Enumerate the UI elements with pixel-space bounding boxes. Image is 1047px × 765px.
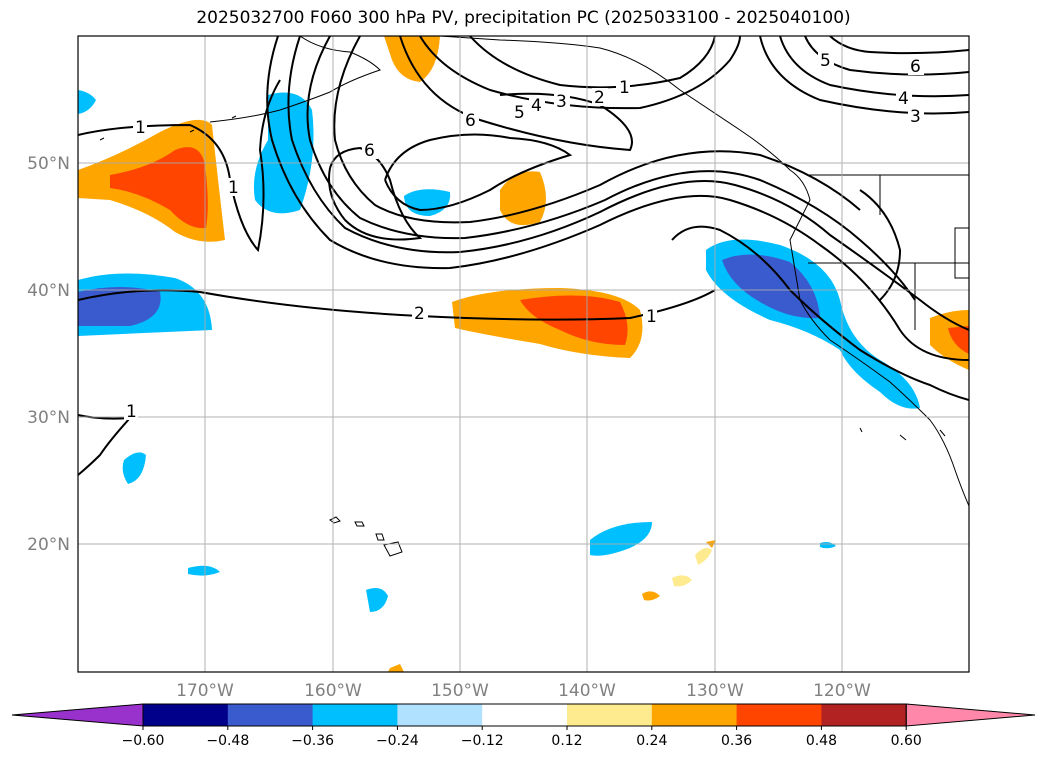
lat-label-20n: 20°N bbox=[27, 535, 70, 555]
contour-labels: 1 1 1 1 1 1 2 2 3 3 4 4 5 5 bbox=[126, 51, 921, 422]
contour-label: 5 bbox=[514, 103, 525, 123]
lat-label-30n: 30°N bbox=[27, 408, 70, 428]
colorbar-tick-label: 0.60 bbox=[891, 733, 922, 749]
colorbar-segment bbox=[567, 704, 653, 726]
contour-label: 3 bbox=[910, 107, 921, 127]
lon-label-150w: 150°W bbox=[431, 681, 489, 701]
colorbar-tick-label: −0.60 bbox=[122, 733, 165, 749]
contour-label: 2 bbox=[414, 304, 425, 324]
colorbar: −0.60 −0.48 −0.36 −0.24 −0.12 0.12 0.24 0.36 0.4… bbox=[11, 703, 1036, 749]
colorbar-segment bbox=[227, 704, 314, 726]
contour-label: 1 bbox=[135, 118, 146, 138]
map-frame bbox=[77, 35, 970, 673]
pv-contours bbox=[78, 36, 969, 476]
graticule bbox=[78, 36, 969, 672]
colorbar-segment bbox=[821, 704, 907, 726]
longitude-labels: 170°W 160°W 150°W 140°W 130°W 120°W bbox=[176, 681, 871, 701]
colorbar-extend-high bbox=[905, 703, 1036, 727]
latitude-labels: 50°N 40°N 30°N 20°N bbox=[27, 154, 70, 555]
colorbar-tick-label: 0.48 bbox=[806, 733, 837, 749]
map-area bbox=[78, 36, 969, 672]
colorbar-segment bbox=[312, 704, 398, 726]
colorbar-tick-label: 0.12 bbox=[551, 733, 582, 749]
colorbar-extend-low bbox=[11, 703, 144, 727]
colorbar-tick-label: −0.12 bbox=[461, 733, 504, 749]
contour-label: 5 bbox=[820, 51, 831, 71]
contour-label: 4 bbox=[898, 89, 909, 109]
colorbar-segment bbox=[143, 704, 229, 726]
lon-label-160w: 160°W bbox=[304, 681, 362, 701]
contour-label: 1 bbox=[126, 402, 137, 422]
lat-label-40n: 40°N bbox=[27, 281, 70, 301]
colorbar-tick-label: −0.36 bbox=[291, 733, 334, 749]
lon-label-130w: 130°W bbox=[686, 681, 744, 701]
colorbar-segment bbox=[397, 704, 483, 726]
colorbar-tick-label: 0.36 bbox=[721, 733, 752, 749]
contour-label: 1 bbox=[646, 307, 657, 327]
contour-label: 3 bbox=[556, 92, 567, 112]
precip-positive-shading bbox=[78, 36, 969, 672]
contour-label: 6 bbox=[364, 141, 375, 161]
contour-label: 6 bbox=[465, 111, 476, 131]
contour-label: 4 bbox=[531, 96, 542, 116]
figure-title: 2025032700 F060 300 hPa PV, precipitatio… bbox=[196, 8, 851, 28]
lon-label-140w: 140°W bbox=[558, 681, 616, 701]
colorbar-outline bbox=[142, 703, 907, 727]
lon-label-120w: 120°W bbox=[813, 681, 871, 701]
lon-label-170w: 170°W bbox=[176, 681, 234, 701]
colorbar-tick-label: −0.48 bbox=[206, 733, 249, 749]
precip-negative-shading bbox=[78, 90, 920, 612]
colorbar-segment bbox=[736, 704, 822, 726]
contour-label: 1 bbox=[228, 178, 239, 198]
colorbar-tick-label: 0.24 bbox=[636, 733, 667, 749]
contour-label: 2 bbox=[594, 88, 605, 108]
contour-label: 6 bbox=[910, 57, 921, 77]
lat-label-50n: 50°N bbox=[27, 154, 70, 174]
colorbar-segment bbox=[651, 704, 738, 726]
colorbar-segment bbox=[482, 704, 568, 726]
contour-label: 1 bbox=[619, 78, 630, 98]
colorbar-tick-label: −0.24 bbox=[376, 733, 419, 749]
